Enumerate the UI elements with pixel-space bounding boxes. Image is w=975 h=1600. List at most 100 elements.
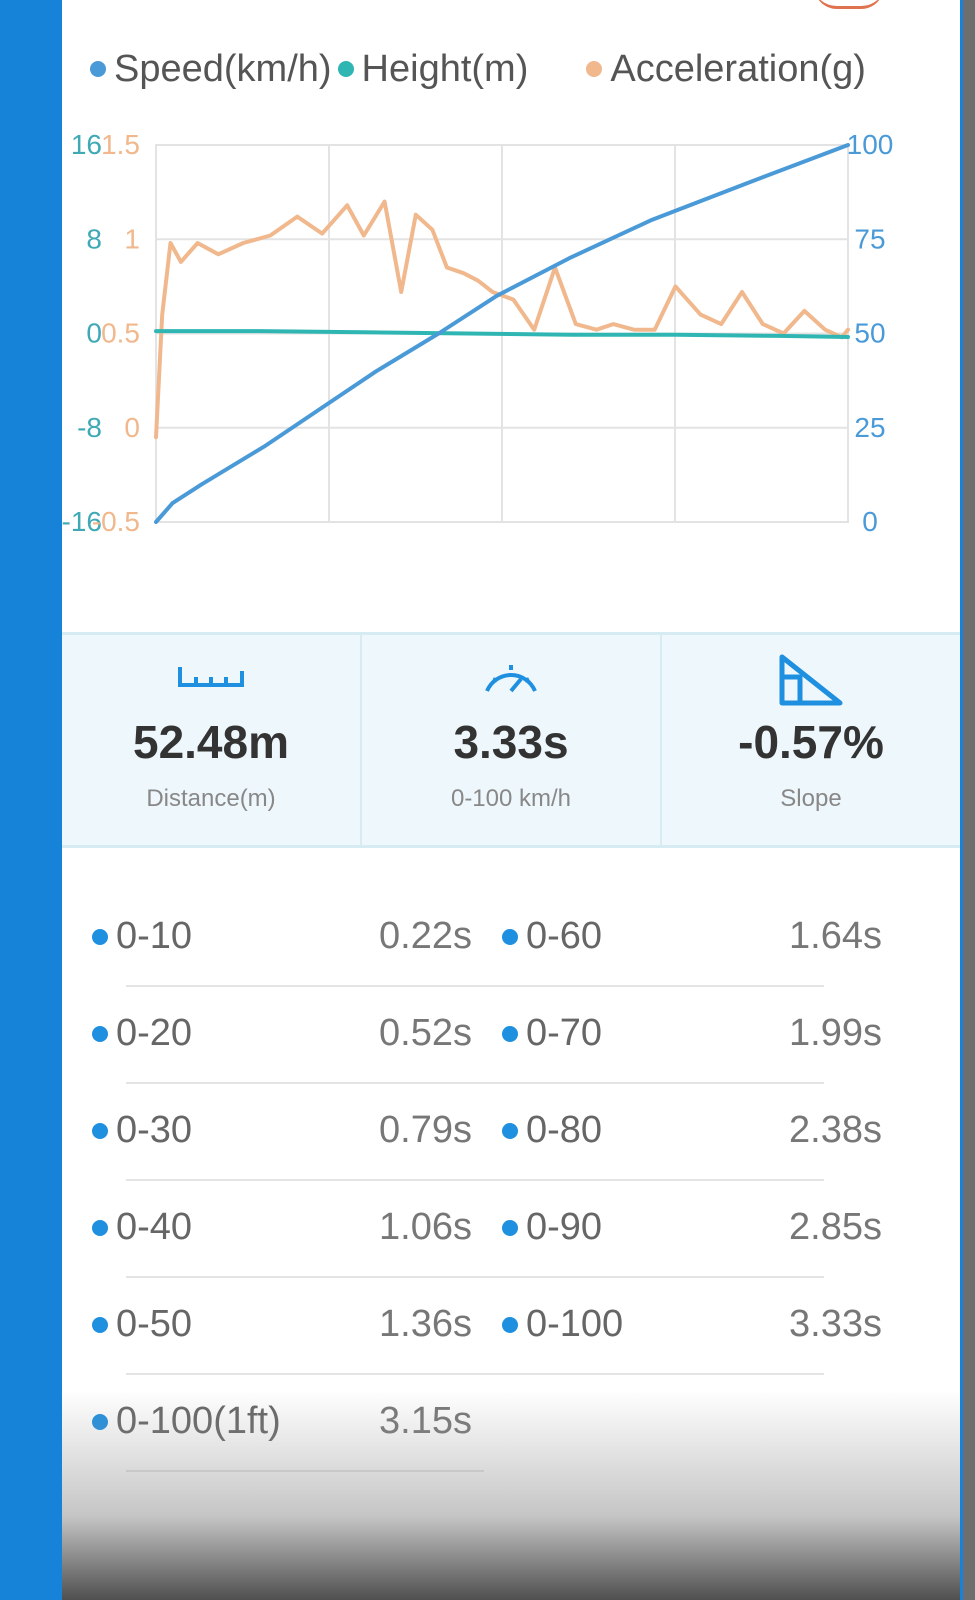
bullet-dot [502, 1219, 518, 1236]
split-time: 3.15s [379, 1400, 472, 1442]
split-row: 0-50 1.36s 0-100 3.33s [62, 1283, 960, 1380]
split-time: 1.36s [379, 1303, 472, 1345]
stats-panel: 52.48m Distance(m) 3.33s 0-100 km/h [62, 632, 960, 848]
row-divider [126, 1470, 484, 1472]
split-label: 0-100(1ft) [92, 1400, 281, 1443]
ruler-icon [178, 667, 244, 687]
speedometer-icon [485, 665, 537, 693]
row-divider [126, 1179, 824, 1181]
split-time: 0.52s [379, 1012, 472, 1054]
acceleration-axis-tick-label: 1.5 [101, 129, 140, 160]
screen-edge [963, 0, 975, 1600]
acceleration-axis-tick-label: 0 [124, 412, 140, 443]
bullet-dot [92, 928, 108, 945]
height-axis-tick-label: -16 [62, 506, 102, 537]
stat-distance: 52.48m Distance(m) [62, 635, 360, 845]
legend-item-height[interactable]: Height(m) [337, 47, 529, 91]
row-divider [126, 1276, 824, 1278]
split-label: 0-90 [502, 1206, 602, 1249]
split-label-text: 0-90 [526, 1206, 603, 1248]
split-label-text: 0-80 [526, 1109, 603, 1151]
row-divider [126, 1373, 824, 1375]
speed-line [154, 143, 850, 524]
legend-label-acceleration: Acceleration(g) [610, 47, 866, 90]
split-row: 0-40 1.06s 0-90 2.85s [62, 1186, 960, 1283]
split-label-text: 0-50 [116, 1303, 193, 1345]
split-label: 0-50 [92, 1303, 192, 1346]
acceleration-axis-tick-label: 1 [124, 223, 140, 254]
legend-dot-acceleration [586, 61, 603, 77]
time-label: 0-100 km/h [450, 785, 572, 812]
legend-item-acceleration[interactable]: Acceleration(g) [586, 48, 866, 91]
bullet-dot [92, 1122, 108, 1139]
time-value: 3.33s [453, 716, 569, 768]
split-label-text: 0-100(1ft) [116, 1400, 281, 1442]
split-label: 0-60 [502, 915, 602, 958]
legend-dot-speed [90, 61, 106, 77]
legend-label-height: Height(m) [361, 47, 529, 90]
split-label-text: 0-20 [116, 1012, 193, 1054]
split-label-text: 0-40 [116, 1206, 193, 1248]
chart-legend: Speed(km/h) Height(m) Acceleration(g) [90, 44, 866, 94]
slope-label: Slope [780, 785, 842, 812]
row-divider [126, 985, 824, 987]
split-label: 0-30 [92, 1109, 192, 1152]
speed-axis-tick-label: 100 [847, 129, 894, 160]
height-axis-tick-label: 8 [86, 223, 102, 254]
split-time: 1.64s [789, 915, 882, 957]
speed-axis-tick-label: 50 [854, 318, 885, 349]
top-badge [814, 0, 884, 9]
legend-item-speed[interactable]: Speed(km/h) [90, 48, 332, 91]
bullet-dot [92, 1219, 108, 1236]
bullet-dot [502, 1122, 518, 1139]
split-time: 0.22s [379, 915, 472, 957]
split-label-text: 0-30 [116, 1109, 193, 1151]
split-label: 0-40 [92, 1206, 192, 1249]
split-label: 0-100 [502, 1303, 623, 1346]
split-label: 0-70 [502, 1012, 602, 1055]
result-card: Speed(km/h) Height(m) Acceleration(g) 16… [62, 0, 960, 1600]
legend-dot-height [337, 61, 354, 77]
split-label-text: 0-100 [526, 1303, 624, 1345]
speed-axis-tick-label: 25 [854, 412, 885, 443]
bullet-dot [502, 1025, 518, 1042]
split-time: 0.79s [379, 1109, 472, 1151]
split-label: 0-20 [92, 1012, 192, 1055]
distance-label: Distance(m) [146, 785, 276, 812]
acceleration-axis-tick-label: 0.5 [101, 318, 140, 349]
acceleration-axis-tick-label: -0.5 [92, 506, 140, 537]
split-row: 0-10 0.22s 0-60 1.64s [62, 895, 960, 992]
split-row: 0-100(1ft) 3.15s [62, 1380, 960, 1477]
split-times-table: 0-10 0.22s 0-60 1.64s 0-20 0.52s 0-70 1.… [62, 895, 960, 1477]
height-axis-tick-label: 16 [71, 129, 102, 160]
height-axis-tick-label: -8 [77, 412, 102, 443]
height-axis-tick-label: 0 [86, 318, 102, 349]
bullet-dot [92, 1413, 108, 1430]
row-divider [126, 1082, 824, 1084]
split-time: 1.99s [789, 1012, 882, 1054]
split-time: 3.33s [789, 1303, 882, 1345]
stat-slope: -0.57% Slope [660, 635, 960, 845]
distance-value: 52.48m [132, 716, 289, 768]
slope-value: -0.57% [738, 716, 884, 768]
split-label-text: 0-70 [526, 1012, 603, 1054]
bullet-dot [502, 928, 518, 945]
legend-label-speed: Speed(km/h) [114, 47, 332, 90]
split-time: 1.06s [379, 1206, 472, 1248]
split-time: 2.85s [789, 1206, 882, 1248]
split-row: 0-20 0.52s 0-70 1.99s [62, 992, 960, 1089]
split-time: 2.38s [789, 1109, 882, 1151]
split-row: 0-30 0.79s 0-80 2.38s [62, 1089, 960, 1186]
stat-time: 3.33s 0-100 km/h [360, 635, 660, 845]
bullet-dot [92, 1316, 108, 1333]
speed-axis-tick-label: 0 [862, 506, 878, 537]
split-label-text: 0-10 [116, 915, 193, 957]
bullet-dot [92, 1025, 108, 1042]
split-label: 0-10 [92, 915, 192, 958]
slope-icon [779, 654, 843, 706]
split-label-text: 0-60 [526, 915, 603, 957]
split-label: 0-80 [502, 1109, 602, 1152]
bullet-dot [502, 1316, 518, 1333]
height-line [154, 329, 850, 339]
